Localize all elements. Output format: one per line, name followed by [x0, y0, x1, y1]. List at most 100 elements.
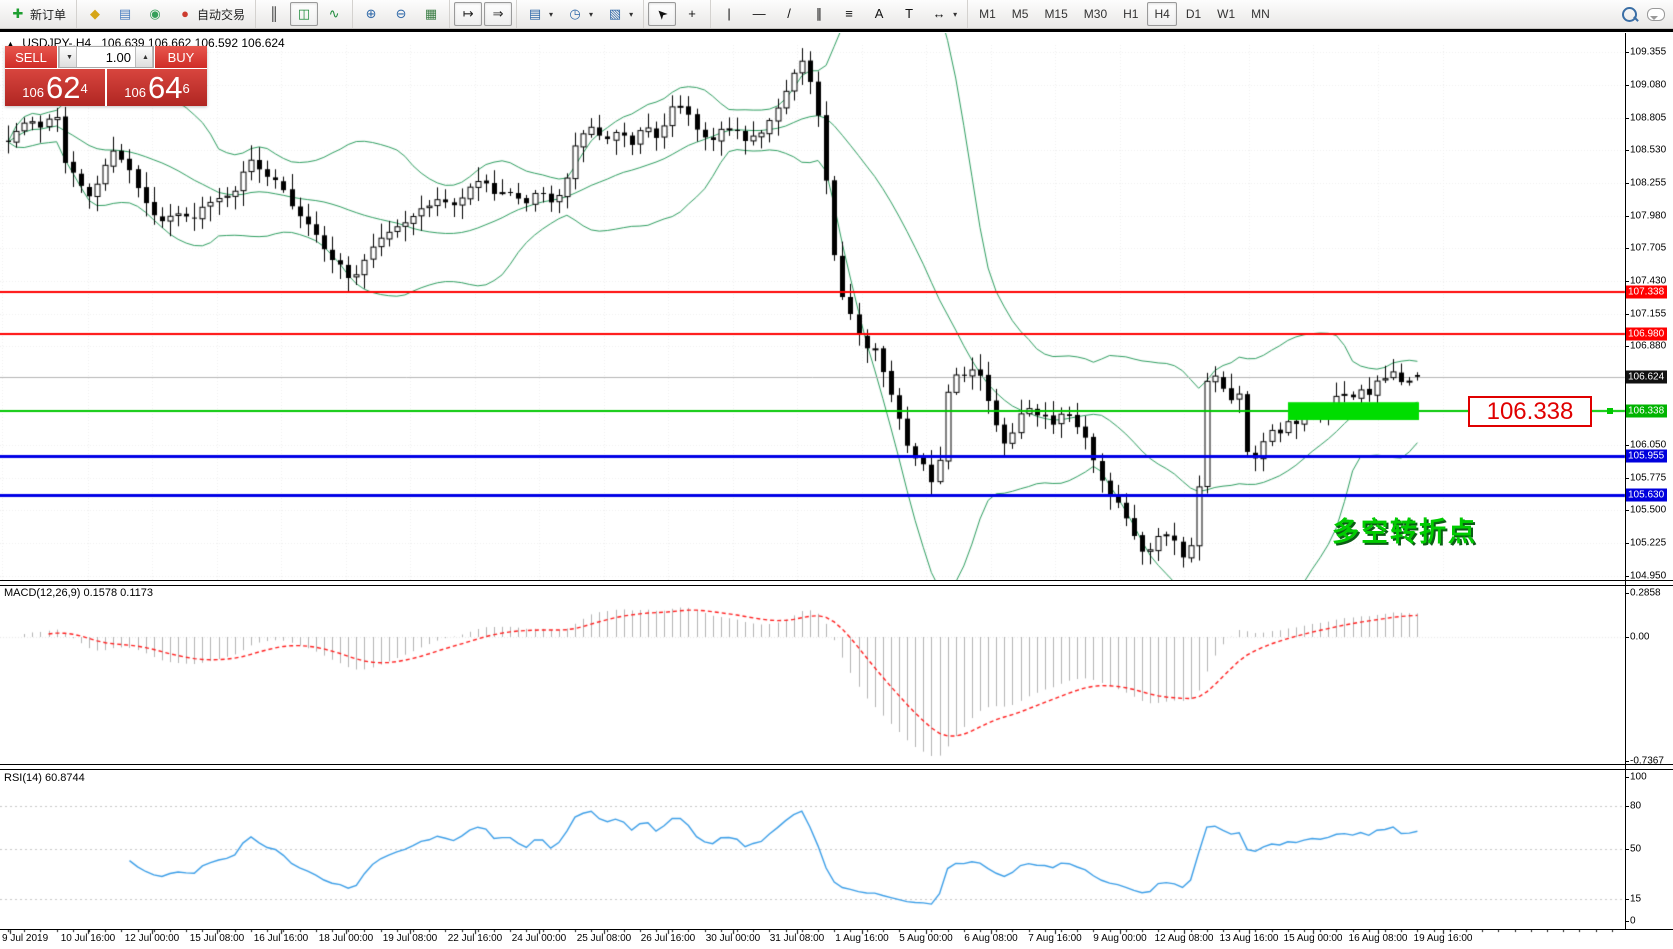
- volume-input[interactable]: [77, 47, 135, 67]
- zoom-in-icon: ⊕: [365, 6, 377, 21]
- timeframe-w1-button[interactable]: W1: [1217, 7, 1236, 21]
- price-tick-label: 106.880: [1630, 340, 1667, 352]
- dropdown-caret-icon[interactable]: ▾: [953, 9, 958, 19]
- crosshair-button[interactable]: +: [678, 2, 706, 26]
- fibonacci-icon: ≡: [845, 6, 853, 21]
- line-chart-icon: ∿: [328, 6, 340, 21]
- rsi-tick-label: 50: [1630, 843, 1642, 855]
- panel-separator[interactable]: [0, 580, 1673, 586]
- macd-tick-label: -0.7367: [1630, 755, 1664, 767]
- price-tick-label: 105.225: [1630, 537, 1667, 549]
- timeframe-h1-button[interactable]: H1: [1123, 7, 1139, 21]
- volume-up-button[interactable]: ▲: [135, 47, 153, 67]
- chart-shift-button[interactable]: ↦: [454, 2, 483, 26]
- time-axis-label: 19 Jul 08:00: [382, 933, 438, 944]
- trendline-icon: /: [787, 6, 791, 21]
- price-tick: [1625, 510, 1629, 511]
- signals-icon: ◉: [149, 6, 161, 21]
- text-button[interactable]: A: [865, 2, 893, 26]
- rsi-tick: [1625, 849, 1629, 850]
- price-tick-label: 106.050: [1630, 439, 1667, 451]
- price-badge: 107.338: [1626, 285, 1668, 299]
- collapse-icon[interactable]: ▲: [6, 39, 15, 49]
- timeframe-m5-button[interactable]: M5: [1011, 7, 1029, 21]
- dropdown-caret-icon[interactable]: ▾: [589, 9, 594, 19]
- templates-button[interactable]: ▧ ▾: [601, 2, 639, 26]
- time-axis-label: 18 Jul 00:00: [318, 933, 374, 944]
- fibonacci-button[interactable]: ≡: [835, 2, 863, 26]
- text-label-button[interactable]: T: [895, 2, 923, 26]
- volume-down-button[interactable]: ▼: [59, 47, 77, 67]
- cursor-icon: ➤: [652, 5, 671, 24]
- sell-button[interactable]: SELL: [5, 46, 57, 68]
- timeframe-d1-button[interactable]: D1: [1185, 7, 1202, 21]
- horizontal-line-button[interactable]: —: [745, 2, 773, 26]
- time-axis-label: 12 Jul 00:00: [124, 933, 180, 944]
- cursor-button[interactable]: ➤: [648, 2, 677, 26]
- time-axis[interactable]: [0, 929, 1673, 937]
- bar-chart-button[interactable]: ║: [260, 2, 288, 26]
- price-tick: [1625, 118, 1629, 119]
- rsi-indicator-panel[interactable]: [0, 769, 1632, 929]
- price-badge: 106.980: [1626, 327, 1668, 341]
- candlestick-chart-icon: ◫: [297, 6, 311, 21]
- chat-icon[interactable]: [1647, 7, 1665, 21]
- signals-button[interactable]: ◉: [141, 2, 169, 26]
- vertical-line-button[interactable]: |: [715, 2, 743, 26]
- timeframe-m1-button[interactable]: M1: [979, 7, 996, 21]
- time-axis-line: [0, 929, 1673, 930]
- zoom-out-button[interactable]: ⊖: [387, 2, 415, 26]
- layers-button[interactable]: ◆: [81, 2, 109, 26]
- time-axis-label: 16 Jul 16:00: [253, 933, 309, 944]
- time-axis-label: 15 Aug 00:00: [1283, 933, 1343, 944]
- macd-tick: [1625, 637, 1629, 638]
- timeframe-mn-button[interactable]: MN: [1251, 7, 1270, 21]
- trendline-button[interactable]: /: [775, 2, 803, 26]
- timeframe-m15-button[interactable]: M15: [1044, 7, 1068, 21]
- price-tick: [1625, 478, 1629, 479]
- time-axis-label: 9 Jul 2019: [2, 933, 49, 944]
- market-watch-button[interactable]: ▤: [111, 2, 139, 26]
- dropdown-caret-icon[interactable]: ▾: [629, 9, 634, 19]
- sell-price[interactable]: 106 62 4: [5, 69, 105, 106]
- price-badge: 106.338: [1626, 404, 1668, 418]
- time-axis-label: 19 Aug 16:00: [1413, 933, 1473, 944]
- line-handle[interactable]: [1607, 407, 1613, 414]
- auto-trading-label: 自动交易: [197, 7, 246, 22]
- price-tick: [1625, 52, 1629, 53]
- chart-shift-icon: ↦: [462, 6, 474, 21]
- new-order-button[interactable]: ✚ 新订单: [4, 2, 72, 26]
- timeframe-m30-button[interactable]: M30: [1083, 7, 1108, 21]
- new-chart-button[interactable]: ▤ ▾: [521, 2, 559, 26]
- price-badge: 106.624: [1626, 370, 1668, 384]
- annotation-text: 多空转折点: [1332, 517, 1477, 547]
- auto-scroll-button[interactable]: ⇒: [484, 2, 513, 26]
- price-tick: [1625, 576, 1629, 577]
- main-price-chart[interactable]: [0, 33, 1632, 580]
- vertical-line-icon: |: [727, 6, 731, 21]
- rsi-tick-label: 15: [1630, 893, 1642, 905]
- timeframe-h4-button[interactable]: H4: [1147, 2, 1177, 26]
- buy-button[interactable]: BUY: [155, 46, 207, 68]
- candlestick-chart-button[interactable]: ◫: [290, 2, 319, 26]
- line-chart-button[interactable]: ∿: [320, 2, 348, 26]
- price-tick-label: 109.080: [1630, 79, 1667, 91]
- search-icon[interactable]: [1622, 6, 1637, 22]
- auto-trading-button[interactable]: ● 自动交易: [171, 2, 251, 26]
- time-axis-label: 24 Jul 00:00: [511, 933, 567, 944]
- tile-windows-button[interactable]: ▦: [417, 2, 445, 26]
- time-axis-label: 30 Jul 00:00: [705, 933, 761, 944]
- macd-indicator-panel[interactable]: [0, 585, 1632, 764]
- macd-tick: [1625, 593, 1629, 594]
- dropdown-caret-icon[interactable]: ▾: [549, 9, 554, 19]
- equidistant-channel-button[interactable]: ∥: [805, 2, 833, 26]
- zoom-in-button[interactable]: ⊕: [357, 2, 385, 26]
- buy-price[interactable]: 106 64 6: [107, 69, 207, 106]
- autotrade-icon: ●: [181, 6, 189, 21]
- price-tick-label: 108.530: [1630, 144, 1667, 156]
- text-label-icon: T: [905, 6, 914, 21]
- one-click-trading-panel: SELL ▼ ▲ BUY 106 62 4 106 64 6: [5, 46, 207, 106]
- periods-button[interactable]: ◷ ▾: [561, 2, 599, 26]
- arrows-button[interactable]: ↔ ▾: [925, 2, 963, 26]
- panel-separator[interactable]: [0, 764, 1673, 770]
